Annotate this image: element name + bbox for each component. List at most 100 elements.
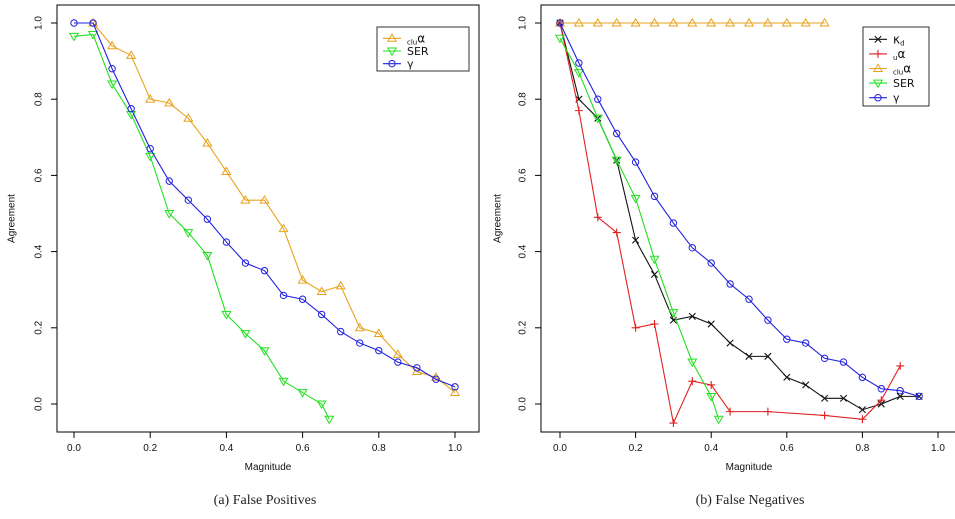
marker-circle [650,192,659,201]
x-tick-label: 0.4 [219,443,233,454]
marker-triangle-down [573,69,584,78]
y-axis: 0.0 0.2 0.4 0.6 0.8 1.0 [34,16,58,411]
x-tick-label: 0.8 [372,443,386,454]
y-tick-label: 0.0 [518,397,529,411]
marker-circle [146,145,154,153]
y-axis-label: Agreement [7,194,18,243]
legend-item: γ [383,58,414,71]
marker-circle [556,19,564,27]
series-line [73,33,330,420]
y-axis-label: Agreement [493,194,504,243]
chart-false-positives: 0.0 0.2 0.4 0.6 0.8 1.0 0.0 0.2 0.4 0.6 0.8 1.0 Magn… [7,4,480,473]
caption-false-positives: (a) False Positives [213,493,317,508]
y-tick-label: 0.8 [34,92,45,106]
marker-plus [707,380,716,389]
marker-circle [388,59,396,68]
marker-plus [574,106,583,115]
marker-triangle-up [725,17,736,27]
marker-triangle-up [743,17,755,27]
legend-label: uα [893,47,905,62]
marker-triangle-down [630,194,641,204]
legend-item: SER [383,45,429,58]
marker-circle [184,196,193,204]
marker-triangle-down [316,400,327,410]
marker-triangle-up [706,17,717,27]
marker-triangle-up [335,280,346,290]
marker-x [839,394,848,402]
legend-label: γ [893,92,900,105]
marker-triangle-down [259,347,270,356]
marker-plus [631,323,640,332]
series-line [559,22,920,397]
marker-triangle-up [297,274,308,284]
marker-circle [858,373,867,382]
marker-circle [375,346,383,355]
marker-triangle-down [649,255,660,265]
marker-x [707,320,715,328]
marker-circle [874,94,882,102]
marker-triangle-up [573,17,584,27]
series-group [68,17,461,425]
x-axis-label: Magnitude [726,462,773,473]
marker-triangle-up [386,33,398,42]
marker-triangle-up [630,17,641,27]
marker-x [783,373,791,381]
marker-triangle-down [713,415,724,425]
marker-circle [613,129,621,138]
marker-triangle-up [240,194,251,204]
marker-x [650,270,659,279]
marker-triangle-up [126,50,137,59]
marker-plus [763,407,772,416]
marker-circle [337,327,345,336]
marker-triangle-up [687,17,698,27]
y-tick-label: 1.0 [518,16,529,30]
marker-circle [820,354,829,362]
series-uα [556,19,905,428]
marker-triangle-down [687,358,698,368]
marker-circle [631,158,640,166]
marker-x [764,352,772,360]
marker-triangle-down [872,79,884,89]
marker-circle [241,259,250,267]
marker-circle [394,358,402,366]
marker-circle [203,215,212,223]
x-tick-label: 1.0 [931,443,945,454]
y-tick-label: 0.6 [518,168,529,182]
legend-label: cluα [893,62,911,77]
marker-x [858,406,866,414]
marker-plus [896,361,905,370]
marker-triangle-up [649,17,660,27]
marker-triangle-up [411,366,422,376]
marker-triangle-down [554,34,566,44]
x-tick-label: 1.0 [448,443,462,454]
marker-circle [451,383,459,391]
marker-circle [127,105,135,113]
x-tick-label: 0.6 [780,443,794,454]
marker-triangle-up [449,387,461,397]
legend-label: γ [407,58,414,71]
marker-circle [802,339,810,347]
x-tick-label: 0.0 [553,443,567,454]
marker-triangle-up [354,322,365,332]
marker-x [874,35,882,43]
legend-item: SER [869,77,915,90]
marker-triangle-up [164,97,175,107]
marker-triangle-down [592,114,603,124]
marker-triangle-up [611,17,622,27]
marker-circle [575,59,583,67]
marker-triangle-down [183,229,194,238]
series-line [559,37,720,420]
marker-triangle-down [668,309,679,318]
legend-item: cluα [869,62,911,77]
marker-triangle-up [373,328,384,337]
marker-triangle-up [278,223,289,233]
series-γ [70,19,459,391]
marker-triangle-up [668,17,679,27]
marker-plus [877,396,886,405]
marker-circle [279,291,288,300]
marker-plus [820,411,829,420]
x-tick-label: 0.2 [143,443,157,454]
marker-triangle-down [278,377,289,387]
